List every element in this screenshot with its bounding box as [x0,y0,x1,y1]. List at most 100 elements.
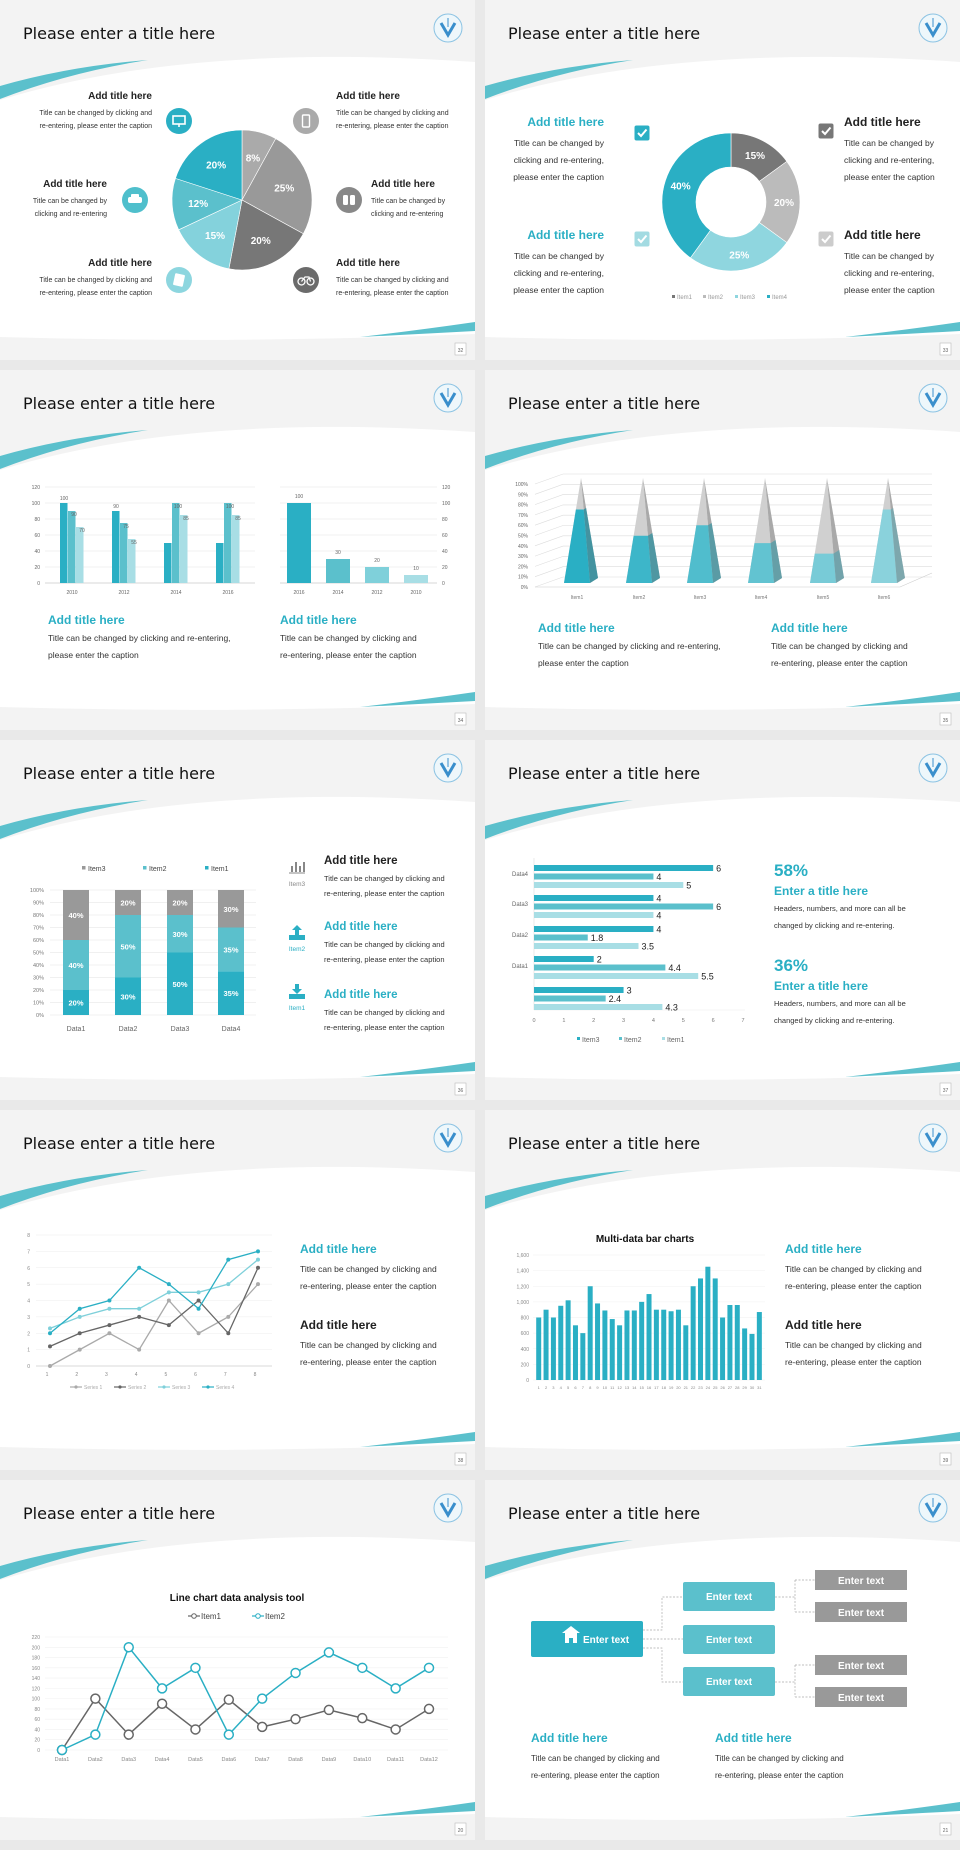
y-tick-label: 90% [33,901,44,907]
slide-stacked-chart[interactable]: Please enter a title here 36 0% 10% 20% 30% 40… [0,740,475,1100]
leaf-node[interactable]: Enter text [815,1687,907,1707]
slide-donut-chart[interactable]: Please enter a title here 33 15% 20% 25% 40% I… [485,0,960,360]
bar [727,1305,733,1380]
slide-line-analysis-chart[interactable]: Please enter a title here 20 Line chart da… [0,1480,475,1840]
leaf-node[interactable]: Enter text [815,1602,907,1622]
page-number: 39 [943,1458,949,1464]
stacked-segment [167,890,193,915]
x-tick-label: 6 [574,1385,577,1390]
slide-canvas: Please enter a title here 20 Line chart da… [0,1480,475,1840]
block-caption: please enter the caption [844,172,935,182]
data-point [166,1323,171,1328]
page-title: Please enter a title here [508,1134,700,1153]
middle-node[interactable]: Enter text [683,1625,775,1654]
root-box [531,1621,643,1657]
leaf-node[interactable]: Enter text [815,1655,907,1675]
root-node[interactable]: Enter text [531,1621,643,1657]
slide-line-chart[interactable]: Please enter a title here 38 0 1 2 3 4 5 6 7 8 1 2 3 4… [0,1110,475,1470]
leaf-node[interactable]: Enter text [815,1570,907,1590]
block-title: Add title here [715,1731,792,1745]
block-caption: re-entering, please enter the caption [280,650,417,660]
y-tick-label: 220 [32,1635,41,1641]
stacked-segment [218,927,244,972]
content-area [0,1166,475,1450]
middle-node[interactable]: Enter text [683,1667,775,1696]
legend-swatch [672,295,675,298]
slide-pie-chart[interactable]: Please enter a title here 32 8% 25% 20% 15% 12… [0,0,475,360]
slide-multi-bar-chart[interactable]: Please enter a title here 39 Multi-data ba… [485,1110,960,1470]
pie-slice [175,129,243,201]
pyramid-fill-side [647,533,660,583]
y-tick-label: 5 [27,1282,30,1288]
x-tick-label: 17 [654,1385,659,1390]
slide-canvas: Please enter a title here 38 0 1 2 3 4 5 6 7 8 1 2 3 4… [0,1110,475,1470]
bar [534,987,624,993]
block-caption: Title can be changed by clicking and [300,1264,437,1274]
bar [128,539,136,583]
middle-node[interactable]: Enter text [683,1582,775,1611]
bar [653,1309,659,1380]
middle-label: Enter text [706,1635,753,1646]
pie-slice [228,199,304,271]
legend-label: Series 3 [172,1385,191,1391]
x-tick-label: Data1 [67,1026,86,1033]
y-tick-label: 0 [442,581,445,587]
swoosh-bottom-decoration [845,692,960,707]
legend-label: Item2 [149,866,167,873]
block-title: Add title here [538,621,615,635]
data-point [290,1667,301,1679]
data-point [256,1693,268,1704]
slide-column-charts[interactable]: Please enter a title here 34 0 20 40 60 80 100 1… [0,370,475,730]
data-point [423,1662,435,1674]
x-tick-label: 9 [596,1385,599,1390]
y-tick-label: 120 [32,1686,41,1692]
swoosh-bottom-decoration [845,1432,960,1447]
stacked-segment [218,971,244,1015]
icon-label: Item2 [289,946,306,953]
content-area [485,426,960,710]
middle-label: Enter text [706,1592,753,1603]
slide-pyramid-chart[interactable]: Please enter a title here 35 0% 10% 20% 30% 40… [485,370,960,730]
pie-slice-label: 25% [274,184,294,195]
block-title: Add title here [324,921,397,933]
donut-slice-label: 40% [671,182,691,193]
x-tick-label: 8 [254,1372,257,1378]
block-title: Enter a title here [774,979,868,993]
x-tick-label: Data11 [387,1757,404,1763]
bar-data-label: 3 [627,986,632,996]
bar [734,1305,740,1380]
logo-v [439,1502,457,1518]
bar-data-label: 10 [413,566,419,572]
block-caption: Title can be changed by [844,138,935,148]
pie-slice-label: 8% [246,153,261,164]
block-caption: please enter the caption [48,650,139,660]
block-caption: Title can be changed by [33,198,108,205]
slide-tree-diagram[interactable]: Please enter a title here 21 Enter text Ent… [485,1480,960,1840]
y-tick-label: 100 [32,501,41,507]
data-point [196,1306,201,1311]
pyramid-bar [564,478,598,583]
segment-label: 20% [120,899,135,908]
pie-slice [178,199,243,270]
slide-horizontal-bar-chart[interactable]: Please enter a title here 37 6 4 5 4 6 4 4 1.8 3.5… [485,740,960,1100]
logo-v [924,762,942,778]
bar [534,1004,663,1010]
stacked-segment [63,990,89,1015]
bar [76,527,84,583]
y-tick-label: 160 [32,1666,41,1672]
block-caption: Title can be changed by clicking and re-… [48,633,231,643]
block-title: Add title here [527,228,604,242]
series-line [49,1267,259,1347]
y-tick-label: 0 [37,1748,40,1754]
bar [534,903,714,910]
bar [112,511,120,583]
binoculars-icon [336,187,362,213]
glyph [291,866,293,872]
logo-icon [433,13,463,43]
data-point [196,1298,201,1303]
data-point [256,1721,268,1733]
page-number: 38 [458,1458,464,1464]
pyramid-shade [647,533,660,583]
leaf-label: Enter text [838,1693,885,1704]
legend-label: Item1 [201,1612,222,1621]
